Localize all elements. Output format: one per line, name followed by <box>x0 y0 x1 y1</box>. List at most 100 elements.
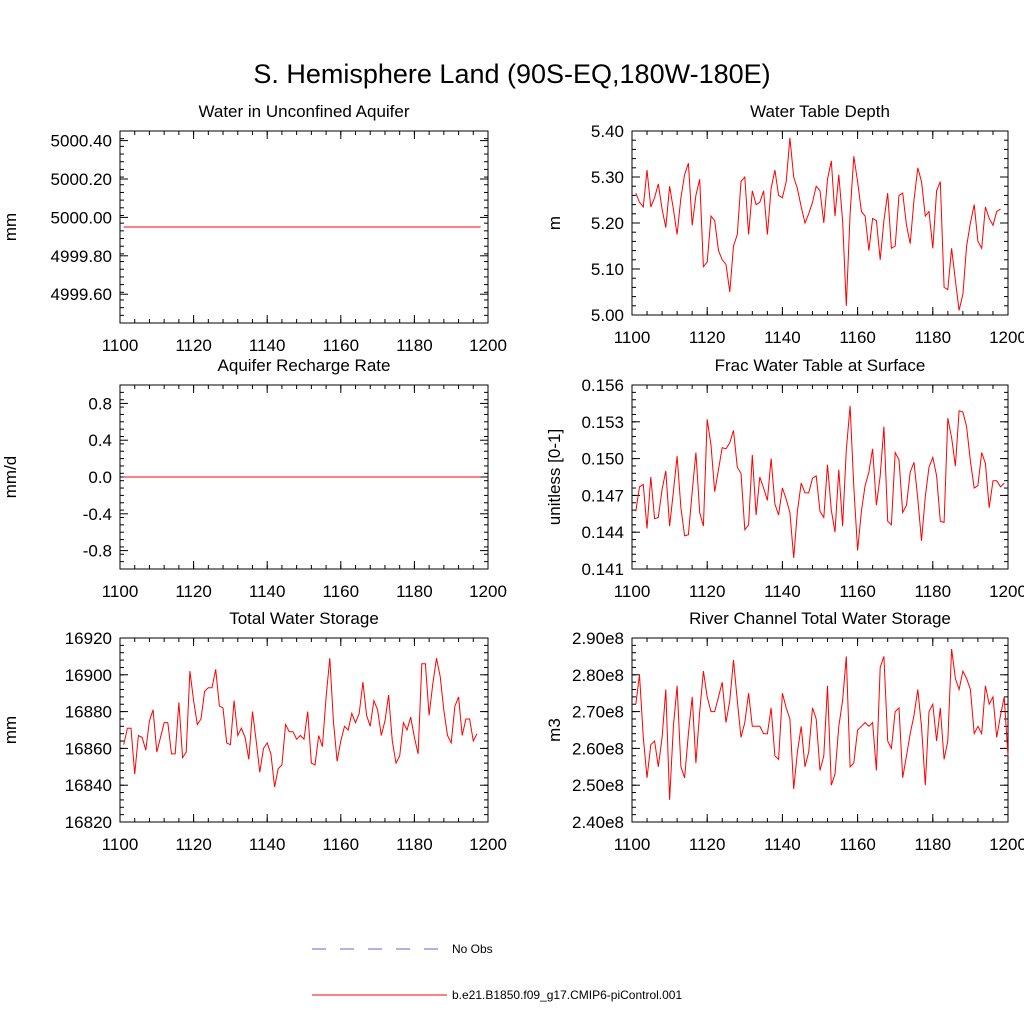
y-tick-label: 16860 <box>65 739 112 758</box>
x-tick-label: 1160 <box>323 835 360 854</box>
y-tick-label: 2.70e8 <box>572 703 624 722</box>
x-tick-label: 1100 <box>614 835 651 854</box>
plot-frame <box>631 637 1009 823</box>
x-tick-label: 1140 <box>764 835 801 854</box>
y-tick-label: 5000.00 <box>51 208 112 227</box>
y-tick-label: 4999.80 <box>51 247 112 266</box>
y-tick-label: 16920 <box>65 629 112 648</box>
x-tick-label: 1160 <box>323 582 360 601</box>
series-line <box>635 137 1001 311</box>
y-tick-label: 0.147 <box>581 486 624 505</box>
x-tick-label: 1120 <box>689 835 726 854</box>
panel-title: River Channel Total Water Storage <box>689 609 951 628</box>
panel-5: Total Water Storage mm 1100 1120 1140 1160 118… <box>1 609 507 854</box>
y-tick-label: -0.4 <box>83 505 112 524</box>
y-axis-label: m3 <box>545 718 564 742</box>
y-tick-label: 5000.20 <box>51 170 112 189</box>
x-tick-label: 1100 <box>614 328 651 347</box>
x-tick-label: 1140 <box>249 582 286 601</box>
y-tick-label: 2.50e8 <box>572 776 624 795</box>
y-axis-label: unitless [0-1] <box>545 429 564 525</box>
plot-frame <box>631 384 1009 570</box>
panel-3: Aquifer Recharge Rate mm/d 1100 1120 1140 116… <box>1 356 507 601</box>
y-tick-label: 2.40e8 <box>572 813 624 832</box>
x-tick-label: 1120 <box>175 336 212 355</box>
x-tick-label: 1160 <box>839 835 876 854</box>
x-tick-label: 1200 <box>989 835 1024 854</box>
y-tick-label: 16820 <box>65 813 112 832</box>
y-tick-label: 16840 <box>65 776 112 795</box>
y-tick-label: 2.90e8 <box>572 629 624 648</box>
y-tick-label: 5000.40 <box>51 132 112 151</box>
y-tick-label: 0.141 <box>581 560 624 579</box>
y-axis-label: m <box>545 216 564 230</box>
y-tick-label: 0.8 <box>88 394 112 413</box>
x-tick-label: 1180 <box>915 835 952 854</box>
panel-title: Water in Unconfined Aquifer <box>198 102 409 121</box>
x-tick-label: 1140 <box>764 328 801 347</box>
y-tick-label: -0.8 <box>83 542 112 561</box>
y-axis-label: mm <box>1 213 20 241</box>
plot-frame <box>631 130 1009 316</box>
y-tick-label: 0.156 <box>581 376 624 395</box>
panel-4: Frac Water Table at Surface unitless [0-1… <box>545 356 1024 601</box>
x-tick-label: 1100 <box>102 582 139 601</box>
plot-frame <box>119 130 489 324</box>
x-tick-label: 1200 <box>989 582 1024 601</box>
x-tick-label: 1200 <box>469 582 507 601</box>
x-tick-label: 1180 <box>396 582 433 601</box>
panel-title: Frac Water Table at Surface <box>715 356 926 375</box>
y-tick-label: 5.10 <box>591 260 624 279</box>
panel-title: Total Water Storage <box>229 609 379 628</box>
x-tick-label: 1100 <box>614 582 651 601</box>
x-tick-label: 1140 <box>249 835 286 854</box>
y-tick-label: 0.153 <box>581 413 624 432</box>
x-tick-label: 1160 <box>839 582 876 601</box>
y-tick-label: 0.0 <box>88 468 112 487</box>
x-tick-label: 1200 <box>989 328 1024 347</box>
legend-lines <box>312 948 447 996</box>
series-line <box>635 648 1009 800</box>
panel-title: Water Table Depth <box>750 102 890 121</box>
y-tick-label: 5.00 <box>591 306 624 325</box>
x-tick-label: 1100 <box>102 336 139 355</box>
y-axis-label: mm/d <box>1 456 20 499</box>
panel-6: River Channel Total Water Storage m3 1100 1… <box>545 609 1024 854</box>
panel-2: Water Table Depth m 1100 1120 1140 1160 1180 12… <box>545 102 1024 347</box>
y-tick-label: 5.40 <box>591 122 624 141</box>
y-tick-label: 4999.60 <box>51 285 112 304</box>
figure-title: S. Hemisphere Land (90S-EQ,180W-180E) <box>253 59 770 89</box>
x-tick-label: 1100 <box>102 835 139 854</box>
y-tick-label: 0.150 <box>581 450 624 469</box>
chart-panels: Water in Unconfined Aquifer mm 1100 1120 114… <box>1 102 1024 854</box>
x-tick-label: 1140 <box>249 336 286 355</box>
x-tick-label: 1120 <box>689 328 726 347</box>
x-tick-label: 1160 <box>323 336 360 355</box>
y-tick-label: 2.80e8 <box>572 666 624 685</box>
y-tick-label: 0.4 <box>88 431 112 450</box>
x-tick-label: 1180 <box>915 328 952 347</box>
y-tick-label: 5.20 <box>591 214 624 233</box>
x-tick-label: 1180 <box>396 835 433 854</box>
x-tick-label: 1120 <box>175 582 212 601</box>
x-tick-label: 1180 <box>915 582 952 601</box>
y-tick-label: 2.60e8 <box>572 739 624 758</box>
y-tick-label: 5.30 <box>591 168 624 187</box>
y-tick-label: 16880 <box>65 703 112 722</box>
x-tick-label: 1160 <box>839 328 876 347</box>
plot-frame <box>119 637 489 823</box>
x-tick-label: 1180 <box>396 336 433 355</box>
panel-1: Water in Unconfined Aquifer mm 1100 1120 114… <box>1 102 507 355</box>
x-tick-label: 1200 <box>469 336 507 355</box>
series-line <box>123 658 478 788</box>
x-tick-label: 1120 <box>689 582 726 601</box>
y-tick-label: 16900 <box>65 666 112 685</box>
x-tick-label: 1140 <box>764 582 801 601</box>
x-tick-label: 1200 <box>469 835 507 854</box>
y-tick-label: 0.144 <box>581 523 624 542</box>
y-axis-label: mm <box>1 716 20 744</box>
panel-title: Aquifer Recharge Rate <box>218 356 391 375</box>
series-line <box>635 405 1005 559</box>
x-tick-label: 1120 <box>175 835 212 854</box>
